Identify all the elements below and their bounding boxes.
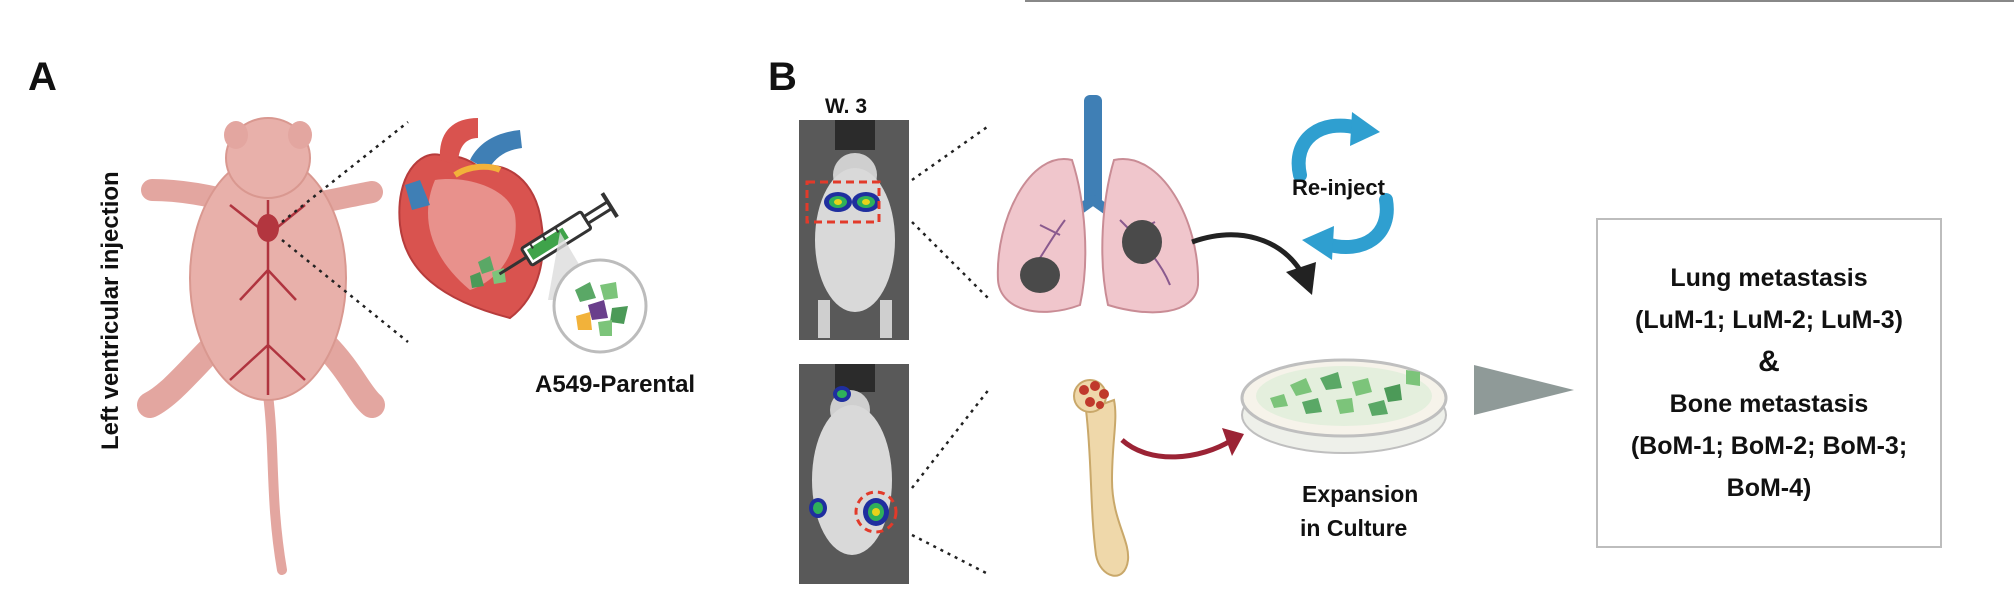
bone-metastasis-line2: BoM-4) bbox=[1726, 474, 1812, 502]
mouse-left-ear bbox=[224, 121, 248, 149]
petri-dish-illustration bbox=[1240, 358, 1448, 454]
reinject-label: Re-inject bbox=[1292, 175, 1386, 200]
panel-b-letter: B bbox=[768, 55, 797, 99]
lung-bronchioles bbox=[1024, 219, 1171, 286]
ampersand: & bbox=[1758, 345, 1780, 378]
connector-dotted-lung-upper bbox=[911, 123, 991, 182]
heart-illustration bbox=[398, 118, 544, 320]
bone-tumor bbox=[1079, 381, 1109, 409]
expansion-label-line2: in Culture bbox=[1300, 515, 1407, 541]
mouse-left-leg bbox=[137, 332, 228, 418]
ivis-roi-bone bbox=[854, 490, 898, 534]
ivis-roi-lung bbox=[805, 180, 881, 224]
panel-a-letter: A bbox=[28, 55, 57, 99]
bone-shaft bbox=[1084, 398, 1130, 577]
lung-metastasis-lines: (LuM-1; LuM-2; LuM-3) bbox=[1635, 306, 1903, 334]
heart-aorta bbox=[439, 118, 478, 165]
metastasis-results-box: Lung metastasis (LuM-1; LuM-2; LuM-3) & … bbox=[1596, 218, 1942, 548]
bone-metastasis-line1: (BoM-1; BoM-2; BoM-3; bbox=[1630, 432, 1908, 460]
connector-dotted-upper-a bbox=[281, 121, 409, 223]
mouse-tail bbox=[263, 390, 287, 575]
bone-metastasis-title: Bone metastasis bbox=[1669, 390, 1869, 418]
mouse-right-ear bbox=[288, 121, 312, 149]
mouse-right-leg bbox=[312, 332, 385, 418]
lung-metastasis-title: Lung metastasis bbox=[1670, 264, 1868, 292]
heart-pulmonary-artery bbox=[470, 130, 522, 170]
ivis-image-lung bbox=[799, 120, 909, 340]
injection-vertical-label: Left ventricular injection bbox=[97, 171, 124, 450]
arrow-lung-to-dish-head bbox=[1286, 262, 1316, 295]
cell-culture-magnifier bbox=[548, 232, 648, 354]
lungs-illustration bbox=[996, 95, 1200, 314]
expansion-label-line1: Expansion bbox=[1302, 481, 1418, 507]
reinject-cycle-icon bbox=[1291, 112, 1394, 260]
connector-dotted-bone-lower bbox=[911, 533, 991, 577]
magnifier-cells bbox=[575, 282, 628, 336]
heart-chamber bbox=[428, 179, 516, 290]
arrow-bone-to-dish-head bbox=[1222, 428, 1244, 456]
bone-illustration bbox=[1073, 379, 1130, 577]
mouse-illustration bbox=[137, 117, 385, 575]
mouse-vessels bbox=[229, 200, 306, 395]
connector-dotted-lower-a bbox=[281, 239, 409, 343]
lung-tumor-left bbox=[1020, 257, 1060, 293]
trachea bbox=[1084, 95, 1102, 205]
connector-dotted-bone-upper bbox=[911, 387, 991, 489]
dish-cells bbox=[1270, 370, 1420, 416]
heart-coronary-vessel bbox=[453, 163, 502, 178]
connector-dotted-lung-lower bbox=[911, 221, 991, 301]
ivis-image-bone bbox=[799, 364, 909, 584]
syringe-icon bbox=[498, 192, 619, 276]
mouse-heart-icon bbox=[257, 214, 279, 242]
arrow-lung-to-dish bbox=[1191, 232, 1303, 272]
lung-tumor-right bbox=[1122, 220, 1162, 264]
arrow-bone-to-dish bbox=[1120, 437, 1234, 460]
heart-vein bbox=[405, 180, 430, 210]
left-lung bbox=[996, 158, 1087, 313]
a549-parental-label: A549-Parental bbox=[535, 371, 695, 398]
ivis-mouse-top bbox=[815, 168, 895, 312]
arrow-triangle-to-results bbox=[1474, 365, 1574, 415]
week-label: W. 3 bbox=[825, 95, 867, 118]
